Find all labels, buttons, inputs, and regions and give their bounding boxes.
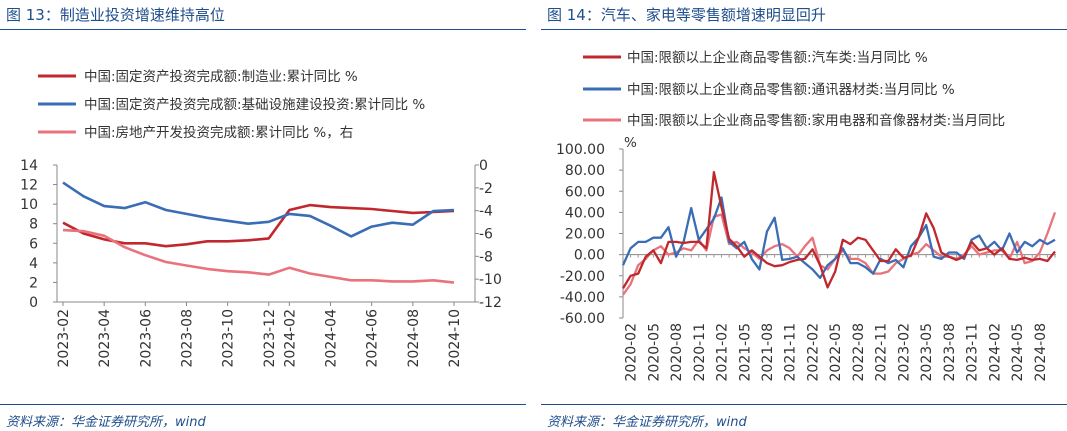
series-line — [62, 228, 455, 284]
y-tick-label: 100.00 — [556, 142, 605, 158]
x-tick-label: 2020-08 — [669, 323, 685, 382]
figure-13-panel: 图 13：制造业投资增速维持高位 中国:固定资产投资完成额:制造业:累计同比 %… — [0, 0, 526, 431]
y-tick-label: -40.00 — [560, 290, 605, 306]
series-line — [622, 171, 1056, 289]
figure-14-title: 图 14：汽车、家电等零售额增速明显回升 — [547, 6, 826, 24]
legend-label-unit: % — [624, 135, 637, 151]
y-tick-label: 12 — [20, 178, 38, 194]
x-tick-label: 2024-06 — [365, 309, 381, 368]
x-tick-label: 2022-08 — [851, 323, 867, 382]
y-tick-label: 0.00 — [574, 248, 605, 264]
x-tick-label: 2020-02 — [624, 323, 640, 382]
x-tick-label: 2023-11 — [965, 323, 981, 382]
figure-14-panel: 图 14：汽车、家电等零售额增速明显回升 中国:限额以上企业商品零售额:汽车类:… — [541, 0, 1067, 431]
x-tick-label: 2024-05 — [1010, 323, 1026, 382]
title-rule — [541, 29, 1067, 30]
y-right-tick-label: 0 — [479, 158, 488, 174]
series-line — [62, 181, 455, 238]
title-rule — [0, 29, 526, 30]
x-tick-label: 2021-02 — [715, 323, 731, 382]
y-tick-label: 4 — [29, 256, 38, 272]
x-tick-label: 2023-12 — [262, 309, 278, 368]
x-tick-label: 2023-02 — [896, 323, 912, 382]
x-tick-label: 2023-08 — [942, 323, 958, 382]
x-tick-label: 2023-08 — [179, 309, 195, 368]
y-right-tick-label: -10 — [479, 272, 502, 288]
figure-13-chart: 中国:固定资产投资完成额:制造业:累计同比 % 中国:固定资产投资完成额:基础设施… — [20, 69, 502, 368]
y-tick-label: 2 — [29, 275, 38, 291]
y-right-tick-label: -6 — [479, 227, 493, 243]
x-tick-label: 2024-02 — [987, 323, 1003, 382]
figure-14-source: 资料来源：华金证券研究所，wind — [547, 415, 747, 430]
y-tick-label: 14 — [20, 158, 38, 174]
x-tick-label: 2023-06 — [138, 309, 154, 368]
x-tick-label: 2023-10 — [221, 309, 237, 368]
series-line — [62, 203, 455, 248]
series-line — [621, 196, 1056, 280]
x-tick-label: 2020-05 — [646, 323, 662, 382]
x-tick-label: 2024-08 — [1033, 323, 1049, 382]
legend-label: 中国:固定资产投资完成额:制造业:累计同比 % — [84, 69, 358, 85]
x-tick-label: 2022-02 — [805, 323, 821, 382]
x-tick-label: 2022-05 — [828, 323, 844, 382]
x-tick-label: 2024-04 — [324, 309, 340, 368]
x-tick-label: 2023-04 — [97, 309, 113, 368]
legend-label: 中国:房地产开发投资完成额:累计同比 %，右 — [84, 125, 353, 141]
y-tick-label: 80.00 — [565, 163, 605, 179]
x-tick-label: 2024-10 — [447, 309, 463, 368]
y-tick-label: 8 — [29, 217, 38, 233]
legend-label: 中国:限额以上企业商品零售额:通讯器材类:当月同比 % — [627, 81, 955, 98]
figure-13-title: 图 13：制造业投资增速维持高位 — [6, 6, 225, 24]
y-tick-label: -20.00 — [560, 269, 605, 285]
x-tick-label: 2020-11 — [692, 323, 708, 382]
legend-label: 中国:固定资产投资完成额:基础设施建设投资:累计同比 % — [84, 96, 425, 113]
y-tick-label: 60.00 — [565, 184, 605, 200]
source-rule — [541, 404, 1067, 405]
x-tick-label: 2024-08 — [406, 309, 422, 368]
y-right-tick-label: -8 — [479, 249, 493, 265]
x-tick-label: 2021-08 — [760, 323, 776, 382]
y-tick-label: 6 — [29, 236, 38, 252]
x-tick-label: 2022-11 — [874, 323, 890, 382]
legend-label: 中国:限额以上企业商品零售额:汽车类:当月同比 % — [627, 49, 928, 66]
x-tick-label: 2023-02 — [56, 309, 72, 368]
y-tick-label: 20.00 — [565, 227, 605, 243]
y-right-tick-label: -12 — [479, 295, 502, 311]
y-right-tick-label: -4 — [479, 204, 493, 220]
y-tick-label: 40.00 — [565, 205, 605, 221]
x-tick-label: 2024-02 — [282, 309, 298, 368]
figure-14-chart: 中国:限额以上企业商品零售额:汽车类:当月同比 % 中国:限额以上企业商品零售额:… — [556, 49, 1057, 382]
x-tick-label: 2023-05 — [919, 323, 935, 382]
x-tick-label: 2021-05 — [737, 323, 753, 382]
y-tick-label: -60.00 — [560, 311, 605, 327]
y-tick-label: 10 — [20, 197, 38, 213]
source-rule — [0, 404, 526, 405]
y-right-tick-label: -2 — [479, 181, 493, 197]
figure-13-source: 资料来源：华金证券研究所，wind — [6, 415, 206, 430]
legend-label: 中国:限额以上企业商品零售额:家用电器和音像器材类:当月同比 — [627, 112, 1005, 129]
y-tick-label: 0 — [29, 295, 38, 311]
x-tick-label: 2021-11 — [783, 323, 799, 382]
